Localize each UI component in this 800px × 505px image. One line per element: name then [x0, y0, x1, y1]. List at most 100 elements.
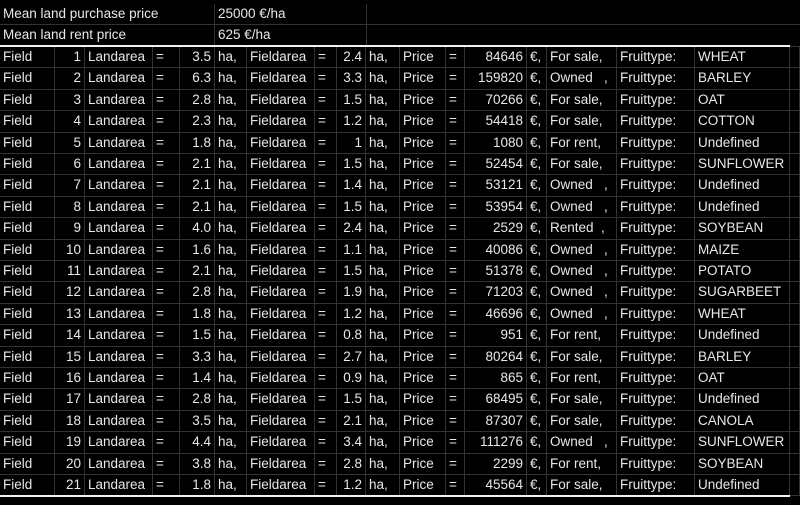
fruittype-label[interactable]: Fruittype: [617, 218, 695, 239]
fieldarea-label[interactable]: Fieldarea [247, 410, 315, 432]
landarea-label[interactable]: Landarea [85, 89, 153, 111]
equals-sign[interactable]: = [153, 218, 180, 239]
euro-unit[interactable]: €, [527, 432, 547, 453]
price-label[interactable]: Price [400, 282, 446, 303]
field-label[interactable]: Field [0, 132, 55, 153]
equals-sign[interactable]: = [315, 89, 337, 111]
ha-unit[interactable]: ha, [215, 89, 247, 111]
ha-unit[interactable]: ha, [215, 475, 247, 496]
price-value[interactable]: 54418 [465, 111, 527, 132]
fruittype-value[interactable]: SOYBEAN [695, 218, 790, 239]
landarea-value[interactable]: 1.6 [180, 239, 215, 260]
landarea-label[interactable]: Landarea [85, 432, 153, 453]
landarea-label[interactable]: Landarea [85, 389, 153, 410]
ha-unit[interactable]: ha, [215, 132, 247, 153]
equals-sign[interactable]: = [153, 389, 180, 410]
status-value[interactable]: Owned , [547, 175, 617, 196]
empty-cell[interactable] [790, 68, 800, 89]
field-label[interactable]: Field [0, 282, 55, 303]
equals-sign[interactable]: = [153, 111, 180, 132]
fruittype-value[interactable]: SOYBEAN [695, 453, 790, 474]
equals-sign[interactable]: = [446, 432, 465, 453]
fieldarea-label[interactable]: Fieldarea [247, 432, 315, 453]
fruittype-label[interactable]: Fruittype: [617, 453, 695, 474]
fieldarea-label[interactable]: Fieldarea [247, 303, 315, 325]
equals-sign[interactable]: = [153, 368, 180, 389]
field-number[interactable]: 1 [55, 47, 85, 68]
ha-unit[interactable]: ha, [366, 47, 400, 68]
ha-unit[interactable]: ha, [366, 325, 400, 346]
landarea-label[interactable]: Landarea [85, 410, 153, 432]
equals-sign[interactable]: = [153, 346, 180, 367]
fruittype-value[interactable]: POTATO [695, 261, 790, 282]
fieldarea-label[interactable]: Fieldarea [247, 111, 315, 132]
price-value[interactable]: 87307 [465, 410, 527, 432]
euro-unit[interactable]: €, [527, 196, 547, 218]
field-label[interactable]: Field [0, 239, 55, 260]
equals-sign[interactable]: = [153, 89, 180, 111]
equals-sign[interactable]: = [153, 432, 180, 453]
fruittype-label[interactable]: Fruittype: [617, 89, 695, 111]
equals-sign[interactable]: = [315, 218, 337, 239]
landarea-value[interactable]: 1.4 [180, 368, 215, 389]
price-label[interactable]: Price [400, 325, 446, 346]
price-value[interactable]: 2529 [465, 218, 527, 239]
empty-cell[interactable] [790, 111, 800, 132]
landarea-label[interactable]: Landarea [85, 325, 153, 346]
price-label[interactable]: Price [400, 218, 446, 239]
equals-sign[interactable]: = [153, 325, 180, 346]
landarea-label[interactable]: Landarea [85, 303, 153, 325]
field-number[interactable]: 2 [55, 68, 85, 89]
equals-sign[interactable]: = [315, 432, 337, 453]
price-label[interactable]: Price [400, 432, 446, 453]
equals-sign[interactable]: = [315, 389, 337, 410]
field-number[interactable]: 14 [55, 325, 85, 346]
equals-sign[interactable]: = [153, 132, 180, 153]
field-number[interactable]: 8 [55, 196, 85, 218]
ha-unit[interactable]: ha, [366, 239, 400, 260]
price-value[interactable]: 52454 [465, 154, 527, 175]
landarea-label[interactable]: Landarea [85, 261, 153, 282]
fieldarea-label[interactable]: Fieldarea [247, 389, 315, 410]
ha-unit[interactable]: ha, [366, 132, 400, 153]
fruittype-label[interactable]: Fruittype: [617, 282, 695, 303]
landarea-label[interactable]: Landarea [85, 47, 153, 68]
euro-unit[interactable]: €, [527, 325, 547, 346]
price-label[interactable]: Price [400, 410, 446, 432]
equals-sign[interactable]: = [153, 47, 180, 68]
status-value[interactable]: For sale, [547, 89, 617, 111]
status-value[interactable]: For sale, [547, 47, 617, 68]
equals-sign[interactable]: = [315, 239, 337, 260]
status-value[interactable]: Owned , [547, 303, 617, 325]
rent-price-value[interactable]: 625 €/ha [215, 25, 367, 46]
landarea-label[interactable]: Landarea [85, 239, 153, 260]
fieldarea-value[interactable]: 1.5 [337, 154, 366, 175]
rent-price-label[interactable]: Mean land rent price [0, 25, 215, 46]
price-label[interactable]: Price [400, 346, 446, 367]
fieldarea-value[interactable]: 1.9 [337, 282, 366, 303]
purchase-price-value[interactable]: 25000 €/ha [215, 4, 367, 25]
empty-cell[interactable] [790, 196, 800, 218]
field-label[interactable]: Field [0, 475, 55, 496]
landarea-value[interactable]: 3.3 [180, 346, 215, 367]
price-label[interactable]: Price [400, 175, 446, 196]
euro-unit[interactable]: €, [527, 89, 547, 111]
landarea-label[interactable]: Landarea [85, 196, 153, 218]
field-label[interactable]: Field [0, 218, 55, 239]
equals-sign[interactable]: = [446, 453, 465, 474]
fieldarea-value[interactable]: 1.5 [337, 196, 366, 218]
fruittype-label[interactable]: Fruittype: [617, 368, 695, 389]
price-label[interactable]: Price [400, 196, 446, 218]
euro-unit[interactable]: €, [527, 368, 547, 389]
fruittype-value[interactable]: BARLEY [695, 68, 790, 89]
empty-cell[interactable] [790, 154, 800, 175]
fieldarea-value[interactable]: 1.1 [337, 239, 366, 260]
price-value[interactable]: 40086 [465, 239, 527, 260]
landarea-label[interactable]: Landarea [85, 132, 153, 153]
equals-sign[interactable]: = [315, 410, 337, 432]
fieldarea-label[interactable]: Fieldarea [247, 475, 315, 496]
euro-unit[interactable]: €, [527, 282, 547, 303]
euro-unit[interactable]: €, [527, 111, 547, 132]
fieldarea-label[interactable]: Fieldarea [247, 368, 315, 389]
fruittype-value[interactable]: OAT [695, 368, 790, 389]
